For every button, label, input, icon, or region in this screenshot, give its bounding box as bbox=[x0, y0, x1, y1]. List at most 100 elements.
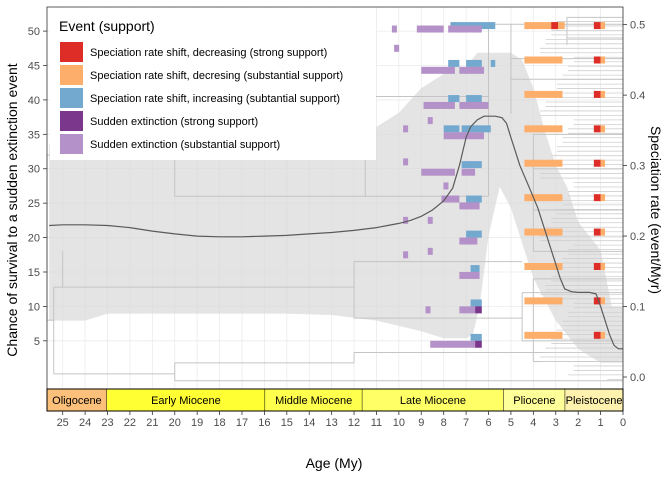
speciation-rate-curve bbox=[49, 115, 623, 350]
y-left-tick-label: 15 bbox=[28, 267, 40, 279]
epoch-band bbox=[47, 389, 107, 411]
event-bar bbox=[441, 195, 460, 203]
x-tick-label: 20 bbox=[169, 417, 181, 429]
event-bar bbox=[524, 297, 563, 305]
event-bar bbox=[459, 66, 485, 74]
y-left-tick-label: 10 bbox=[28, 301, 40, 313]
event-bar bbox=[593, 331, 601, 339]
event-bar bbox=[416, 25, 444, 33]
event-bar bbox=[593, 22, 601, 30]
event-bar bbox=[600, 194, 606, 202]
y-right-tick-label: 0.3 bbox=[630, 161, 645, 173]
epoch-label: Oligocene bbox=[52, 395, 102, 407]
x-tick-label: 2 bbox=[575, 417, 581, 429]
event-bar bbox=[461, 125, 491, 133]
event-bar bbox=[600, 90, 606, 98]
y-left-tick-label: 5 bbox=[34, 336, 40, 348]
x-tick-label: 11 bbox=[371, 417, 382, 429]
epoch-label: Pliocene bbox=[513, 395, 555, 407]
event-bar bbox=[459, 306, 476, 314]
event-bar bbox=[600, 228, 606, 236]
event-bar bbox=[593, 90, 601, 98]
x-tick-label: 6 bbox=[485, 417, 491, 429]
event-bar bbox=[443, 125, 460, 133]
event-bar bbox=[448, 95, 460, 103]
legend-label-1: Speciation rate shift, decreasing (stron… bbox=[90, 47, 327, 59]
event-bar bbox=[470, 265, 480, 273]
event-bar bbox=[461, 161, 482, 169]
event-bar bbox=[600, 125, 606, 133]
event-bar bbox=[466, 195, 482, 203]
legend-key-2 bbox=[60, 65, 83, 85]
legend-key-5 bbox=[60, 134, 83, 154]
legend-key-3 bbox=[60, 88, 83, 108]
event-bar bbox=[421, 168, 455, 176]
epoch-band bbox=[106, 389, 266, 411]
x-tick-label: 8 bbox=[441, 417, 447, 429]
epoch-label: Middle Miocene bbox=[275, 395, 352, 407]
y-left-tick-label: 45 bbox=[28, 61, 40, 73]
epoch-label: Early Miocene bbox=[151, 395, 221, 407]
event-bar bbox=[461, 168, 476, 176]
event-bar bbox=[600, 56, 606, 64]
event-bar bbox=[490, 59, 496, 67]
legend-label-2: Speciation rate shift, decresing (substa… bbox=[90, 70, 343, 82]
x-tick-label: 15 bbox=[281, 417, 293, 429]
x-tick-label: 7 bbox=[463, 417, 469, 429]
event-bar bbox=[600, 262, 606, 270]
event-bar bbox=[524, 125, 563, 133]
y-axis-title-left: Chance of survival to a sudden extinctio… bbox=[4, 63, 20, 357]
x-tick-label: 3 bbox=[553, 417, 559, 429]
epoch-band bbox=[265, 389, 363, 411]
event-bar bbox=[421, 66, 455, 74]
event-point bbox=[427, 216, 433, 224]
x-tick-label: 12 bbox=[348, 417, 360, 429]
x-tick-label: 10 bbox=[393, 417, 405, 429]
event-bar bbox=[459, 237, 478, 245]
event-point bbox=[425, 306, 431, 314]
event-bar bbox=[443, 132, 485, 140]
event-point bbox=[394, 44, 400, 52]
epoch-label: Late Miocene bbox=[400, 395, 466, 407]
x-axis-title: Age (My) bbox=[306, 455, 363, 471]
event-bar bbox=[466, 230, 482, 238]
x-tick-label: 24 bbox=[79, 417, 91, 429]
event-point bbox=[443, 182, 449, 190]
event-bar bbox=[600, 159, 606, 167]
event-bar bbox=[466, 59, 482, 67]
event-bar bbox=[524, 56, 563, 64]
x-tick-label: 1 bbox=[598, 417, 604, 429]
event-bar bbox=[593, 262, 601, 270]
event-bar bbox=[459, 271, 480, 279]
event-bar bbox=[475, 306, 482, 314]
epoch-label: Pleistocene bbox=[566, 395, 623, 407]
x-tick-label: 4 bbox=[530, 417, 536, 429]
event-bar bbox=[524, 331, 563, 339]
event-bar bbox=[524, 228, 563, 236]
event-bar bbox=[459, 202, 480, 210]
event-bar bbox=[448, 59, 460, 67]
event-bar bbox=[470, 333, 482, 341]
x-tick-label: 9 bbox=[418, 417, 424, 429]
event-bar bbox=[475, 340, 482, 348]
y-left-tick-label: 50 bbox=[28, 26, 40, 38]
x-tick-label: 0 bbox=[620, 417, 626, 429]
y-right-tick-label: 0.4 bbox=[630, 90, 645, 102]
event-point bbox=[391, 25, 397, 33]
y-axis-title-right: Speciation rate (event/Myr) bbox=[648, 126, 664, 294]
event-bar bbox=[593, 297, 601, 305]
x-tick-label: 18 bbox=[213, 417, 225, 429]
legend-label-3: Speciation rate shift, increasing (subta… bbox=[90, 93, 340, 105]
event-bar bbox=[524, 159, 563, 167]
legend-title: Event (support) bbox=[59, 18, 155, 34]
event-bar bbox=[459, 101, 489, 109]
event-bar bbox=[524, 22, 565, 30]
legend-key-4 bbox=[60, 111, 83, 131]
event-bar bbox=[524, 262, 563, 270]
y-right-tick-label: 0.1 bbox=[630, 302, 645, 314]
y-left-tick-label: 40 bbox=[28, 95, 40, 107]
event-point bbox=[403, 125, 409, 133]
event-bar bbox=[551, 22, 559, 30]
event-bar bbox=[593, 125, 601, 133]
legend-background bbox=[50, 8, 376, 160]
